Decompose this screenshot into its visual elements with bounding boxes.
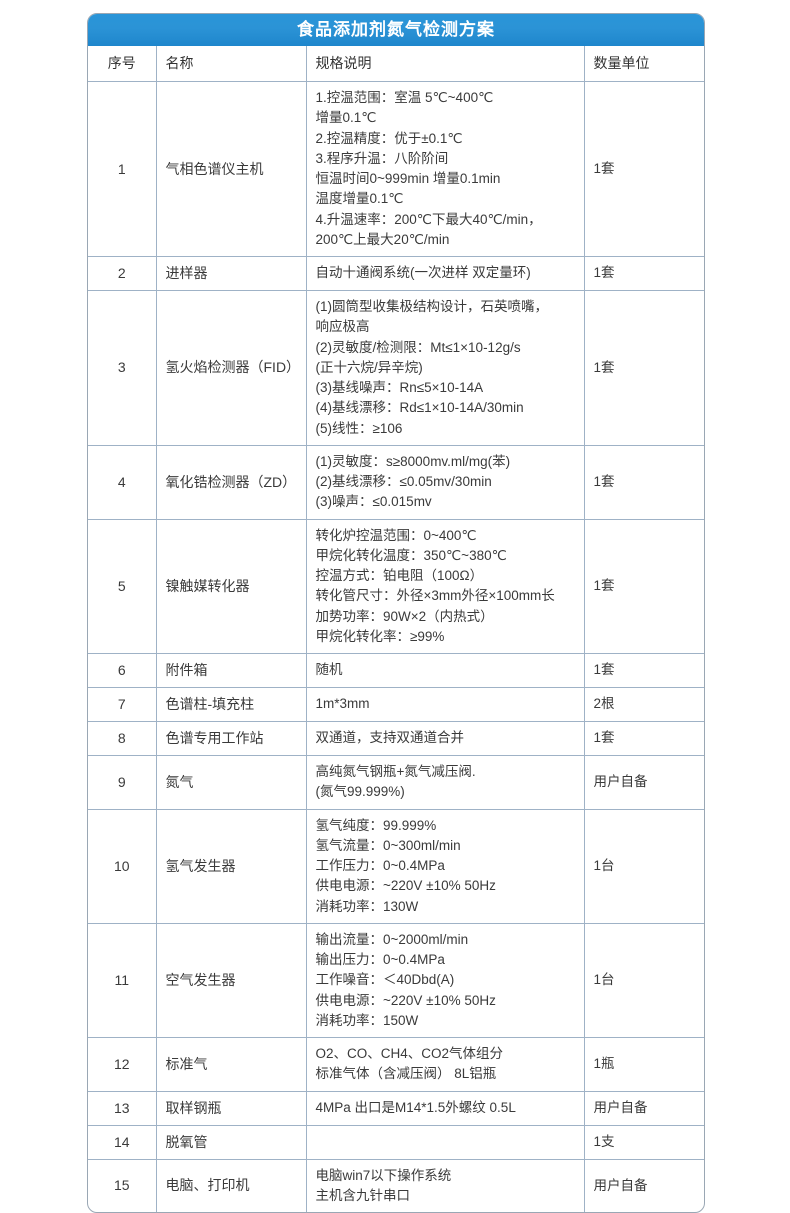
- cell-index: 6: [88, 653, 157, 688]
- cell-specification: (1)灵敏度：s≥8000mv.ml/mg(苯) (2)基线漂移：≤0.05mv…: [305, 444, 585, 520]
- cell-index: 2: [88, 256, 157, 291]
- table-header: 序号 名称 规格说明 数量单位: [88, 46, 704, 82]
- column-header-name: 名称: [155, 46, 307, 82]
- cell-item-name: 电脑、打印机: [155, 1158, 307, 1212]
- table-row: 12 标准气 O2、CO、CH4、CO2气体组分 标准气体（含减压阀） 8L铝瓶 1瓶: [88, 1037, 704, 1092]
- cell-quantity: 1瓶: [583, 1037, 704, 1092]
- cell-quantity: 1套: [583, 653, 704, 688]
- cell-item-name: 氢火焰检测器（FID）: [155, 290, 307, 446]
- cell-quantity: 1台: [583, 808, 704, 924]
- cell-index: 5: [88, 518, 157, 654]
- cell-item-name: 空气发生器: [155, 922, 307, 1039]
- cell-index: 4: [88, 444, 157, 520]
- cell-index: 7: [88, 687, 157, 722]
- cell-item-name: 标准气: [155, 1037, 307, 1092]
- cell-specification: [305, 1124, 585, 1160]
- cell-item-name: 氮气: [155, 755, 307, 810]
- cell-item-name: 气相色谱仪主机: [155, 81, 307, 257]
- cell-index: 10: [88, 808, 157, 924]
- cell-quantity: 用户自备: [583, 1090, 704, 1126]
- table-header-row: 序号 名称 规格说明 数量单位: [88, 46, 704, 82]
- cell-specification: 随机: [305, 653, 585, 688]
- cell-item-name: 色谱专用工作站: [155, 721, 307, 756]
- cell-quantity: 1套: [583, 721, 704, 756]
- cell-specification: 1m*3mm: [305, 687, 585, 722]
- cell-item-name: 取样钢瓶: [155, 1090, 307, 1126]
- cell-specification: 双通道，支持双通道合并: [305, 721, 585, 756]
- table-row: 14 脱氧管 1支: [88, 1124, 704, 1160]
- table-row: 1 气相色谱仪主机 1.控温范围：室温 5℃~400℃ 增量0.1℃ 2.控温精度：…: [88, 81, 704, 257]
- cell-item-name: 色谱柱-填充柱: [155, 687, 307, 722]
- cell-specification: 自动十通阀系统(一次进样 双定量环): [305, 256, 585, 291]
- cell-specification: 氢气纯度：99.999% 氢气流量：0~300ml/min 工作压力：0~0.4…: [305, 808, 585, 924]
- table-row: 2 进样器 自动十通阀系统(一次进样 双定量环) 1套: [88, 256, 704, 291]
- column-header-spec: 规格说明: [305, 46, 585, 82]
- table-row: 7 色谱柱-填充柱 1m*3mm 2根: [88, 687, 704, 722]
- cell-specification: 电脑win7以下操作系统 主机含九针串口: [305, 1158, 585, 1212]
- table-row: 6 附件箱 随机 1套: [88, 653, 704, 688]
- cell-index: 11: [88, 922, 157, 1039]
- cell-quantity: 1支: [583, 1124, 704, 1160]
- cell-index: 3: [88, 290, 157, 446]
- cell-quantity: 1台: [583, 922, 704, 1039]
- table-row: 9 氮气 高纯氮气钢瓶+氮气减压阀. (氮气99.999%) 用户自备: [88, 755, 704, 810]
- cell-item-name: 氢气发生器: [155, 808, 307, 924]
- table-row: 10 氢气发生器 氢气纯度：99.999% 氢气流量：0~300ml/min 工作压…: [88, 808, 704, 924]
- spec-table-container: 食品添加剂氮气检测方案 序号 名称 规格说明 数量单位 1 气相色谱仪主机 1.控温…: [87, 13, 705, 1213]
- cell-specification: 输出流量：0~2000ml/min 输出压力：0~0.4MPa 工作噪音：＜40…: [305, 922, 585, 1039]
- spec-table: 序号 名称 规格说明 数量单位 1 气相色谱仪主机 1.控温范围：室温 5℃~400…: [88, 46, 704, 1212]
- cell-quantity: 1套: [583, 444, 704, 520]
- table-row: 5 镍触媒转化器 转化炉控温范围：0~400℃ 甲烷化转化温度：350℃~380℃ …: [88, 518, 704, 654]
- cell-quantity: 1套: [583, 256, 704, 291]
- cell-specification: 1.控温范围：室温 5℃~400℃ 增量0.1℃ 2.控温精度：优于±0.1℃ …: [305, 81, 585, 257]
- column-header-qty: 数量单位: [583, 46, 704, 82]
- cell-index: 9: [88, 755, 157, 810]
- column-header-no: 序号: [88, 46, 157, 82]
- table-row: 13 取样钢瓶 4MPa 出口是M14*1.5外螺纹 0.5L 用户自备: [88, 1090, 704, 1126]
- cell-index: 13: [88, 1090, 157, 1126]
- cell-quantity: 1套: [583, 81, 704, 257]
- table-row: 15 电脑、打印机 电脑win7以下操作系统 主机含九针串口 用户自备: [88, 1158, 704, 1212]
- cell-item-name: 进样器: [155, 256, 307, 291]
- page-root: 食品添加剂氮气检测方案 序号 名称 规格说明 数量单位 1 气相色谱仪主机 1.控温…: [87, 13, 705, 1213]
- cell-specification: 高纯氮气钢瓶+氮气减压阀. (氮气99.999%): [305, 755, 585, 810]
- document-title: 食品添加剂氮气检测方案: [88, 14, 704, 46]
- cell-index: 14: [88, 1124, 157, 1160]
- cell-item-name: 氧化锆检测器（ZD）: [155, 444, 307, 520]
- table-row: 4 氧化锆检测器（ZD） (1)灵敏度：s≥8000mv.ml/mg(苯) (2)基…: [88, 444, 704, 520]
- cell-item-name: 镍触媒转化器: [155, 518, 307, 654]
- cell-index: 1: [88, 81, 157, 257]
- cell-quantity: 用户自备: [583, 1158, 704, 1212]
- cell-item-name: 附件箱: [155, 653, 307, 688]
- table-row: 11 空气发生器 输出流量：0~2000ml/min 输出压力：0~0.4MPa 工…: [88, 922, 704, 1039]
- table-row: 3 氢火焰检测器（FID） (1)圆筒型收集极结构设计，石英喷嘴， 响应极高 (2)…: [88, 290, 704, 446]
- cell-specification: 4MPa 出口是M14*1.5外螺纹 0.5L: [305, 1090, 585, 1126]
- table-body: 1 气相色谱仪主机 1.控温范围：室温 5℃~400℃ 增量0.1℃ 2.控温精度：…: [88, 81, 704, 1212]
- table-row: 8 色谱专用工作站 双通道，支持双通道合并 1套: [88, 721, 704, 756]
- cell-item-name: 脱氧管: [155, 1124, 307, 1160]
- cell-quantity: 1套: [583, 290, 704, 446]
- cell-quantity: 1套: [583, 518, 704, 654]
- cell-specification: 转化炉控温范围：0~400℃ 甲烷化转化温度：350℃~380℃ 控温方式：铂电…: [305, 518, 585, 654]
- cell-quantity: 2根: [583, 687, 704, 722]
- cell-quantity: 用户自备: [583, 755, 704, 810]
- cell-specification: (1)圆筒型收集极结构设计，石英喷嘴， 响应极高 (2)灵敏度/检测限：Mt≤1…: [305, 290, 585, 446]
- cell-index: 8: [88, 721, 157, 756]
- cell-index: 12: [88, 1037, 157, 1092]
- cell-specification: O2、CO、CH4、CO2气体组分 标准气体（含减压阀） 8L铝瓶: [305, 1037, 585, 1092]
- cell-index: 15: [88, 1158, 157, 1212]
